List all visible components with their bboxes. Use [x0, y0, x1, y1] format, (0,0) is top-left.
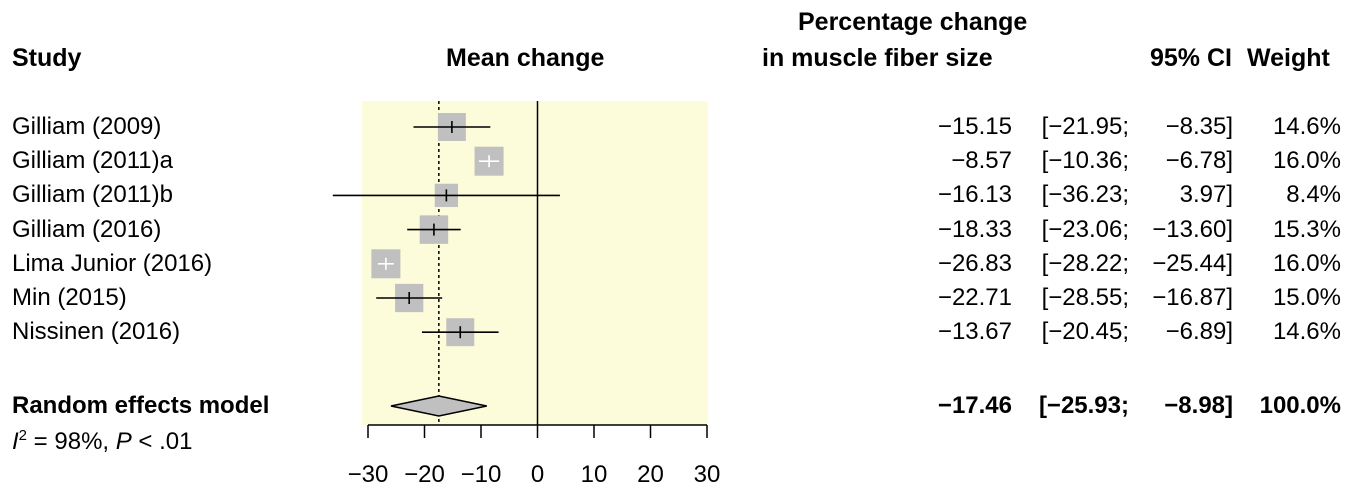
header-weight: Weight [1247, 44, 1330, 72]
study-estimate: −18.33 [937, 215, 1012, 243]
study-ci-upper: −6.89] [1165, 318, 1233, 346]
study-ci-lower: [−28.22; [1041, 249, 1129, 277]
study-label: Gilliam (2009) [12, 113, 162, 140]
study-weight: 8.4% [1286, 181, 1341, 209]
x-tick-label: −10 [461, 461, 502, 488]
study-weight: 15.0% [1272, 284, 1341, 311]
study-label: Lima Junior (2016) [12, 249, 213, 277]
study-ci-lower: [−21.95; [1041, 113, 1129, 140]
study-ci-lower: [−23.06; [1041, 215, 1129, 243]
x-tick-label: 10 [581, 461, 608, 488]
summary-diamond [390, 395, 487, 417]
study-estimate: −13.67 [937, 318, 1012, 346]
study-ci-upper: −8.35] [1165, 113, 1233, 140]
model-label: Random effects model [12, 392, 270, 419]
study-ci-upper: 3.97] [1179, 181, 1233, 209]
i-label: I [12, 428, 19, 455]
study-estimate: −16.13 [937, 181, 1012, 209]
model-ci-lower: [−25.93; [1038, 392, 1129, 419]
study-weight: 14.6% [1272, 318, 1341, 346]
study-estimate: −26.83 [937, 249, 1012, 277]
p-value: < .01 [131, 428, 193, 455]
i-value: = 98%, [27, 428, 116, 455]
x-tick-label: −20 [404, 461, 445, 488]
study-weight: 15.3% [1272, 215, 1341, 243]
header-percentage-change: Percentage change [798, 8, 1028, 36]
study-estimate: −8.57 [951, 147, 1012, 175]
study-ci-lower: [−36.23; [1041, 181, 1129, 209]
header-ci: 95% CI [1150, 44, 1232, 72]
x-tick-label: 0 [531, 461, 544, 488]
heterogeneity-stat: I2 = 98%, P < .01 [12, 428, 192, 454]
x-tick-label: 30 [694, 461, 721, 488]
study-ci-lower: [−28.55; [1041, 284, 1129, 311]
study-label: Gilliam (2011)a [12, 147, 173, 175]
header-study: Study [12, 44, 82, 72]
header-muscle-fiber-size: in muscle fiber size [762, 44, 993, 72]
panel-right-background [537, 101, 708, 425]
study-ci-lower: [−20.45; [1041, 318, 1129, 346]
model-ci-upper: −8.98] [1164, 392, 1233, 419]
study-estimate: −15.15 [937, 113, 1012, 140]
study-ci-upper: −16.87] [1152, 284, 1233, 311]
model-estimate: −17.46 [937, 392, 1012, 419]
study-label: Min (2015) [12, 284, 127, 311]
x-tick-label: −30 [348, 461, 389, 488]
model-weight: 100.0% [1259, 392, 1341, 419]
study-ci-lower: [−10.36; [1041, 147, 1129, 175]
study-label: Gilliam (2016) [12, 215, 162, 243]
study-weight: 16.0% [1272, 147, 1341, 175]
study-ci-upper: −13.60] [1152, 215, 1233, 243]
study-ci-upper: −6.78] [1165, 147, 1233, 175]
study-weight: 14.6% [1272, 113, 1341, 140]
p-label: P [115, 428, 132, 455]
study-label: Nissinen (2016) [12, 318, 181, 346]
x-tick-label: 20 [637, 461, 664, 488]
study-estimate: −22.71 [937, 284, 1012, 311]
study-label: Gilliam (2011)b [12, 181, 173, 209]
i-sup: 2 [18, 427, 28, 444]
study-ci-upper: −25.44] [1152, 249, 1233, 277]
header-mean-change: Mean change [446, 44, 605, 72]
study-weight: 16.0% [1272, 249, 1341, 277]
